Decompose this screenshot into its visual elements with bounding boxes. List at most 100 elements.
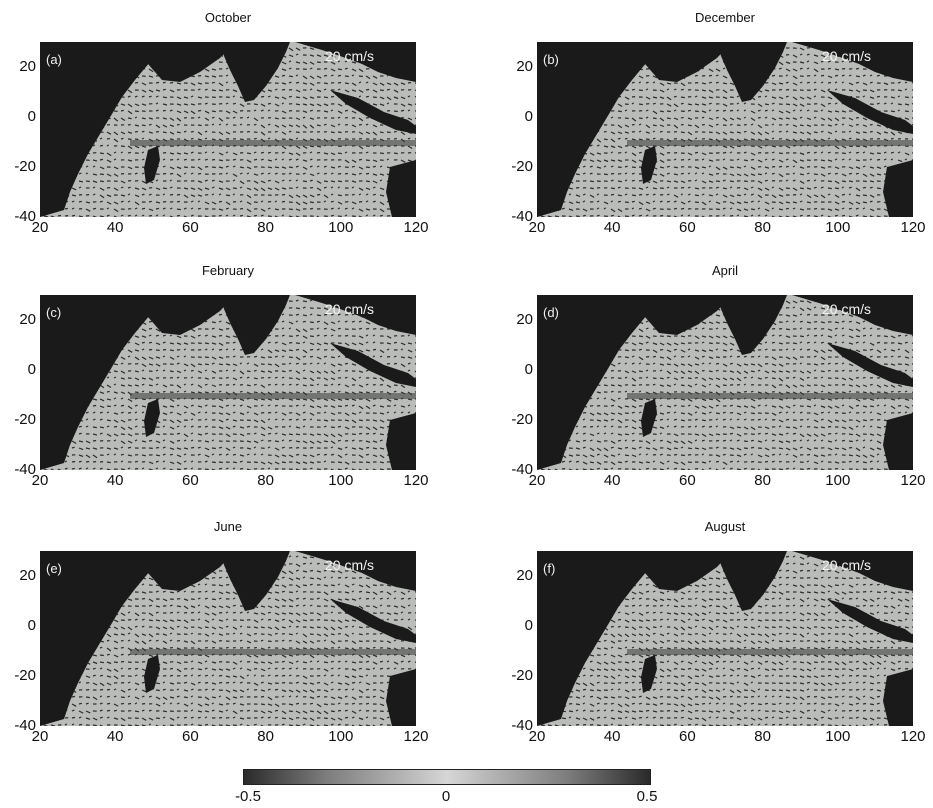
velocity-vector (183, 194, 189, 199)
velocity-vector (722, 363, 728, 367)
velocity-vector (400, 384, 406, 389)
velocity-vector (407, 398, 413, 401)
velocity-vector (813, 349, 819, 353)
velocity-vector (372, 334, 376, 337)
velocity-vector (225, 74, 229, 77)
velocity-vector (673, 103, 679, 108)
velocity-vector (792, 103, 798, 107)
velocity-vector (288, 81, 292, 84)
velocity-vector (617, 208, 623, 213)
velocity-vector (351, 74, 355, 77)
velocity-vector (197, 138, 202, 141)
velocity-vector (386, 411, 390, 414)
velocity-vector (344, 362, 349, 365)
velocity-vector (113, 412, 119, 415)
velocity-vector (127, 200, 131, 203)
velocity-vector (596, 207, 600, 210)
velocity-vector (771, 117, 777, 121)
velocity-vector (799, 109, 803, 112)
velocity-vector (694, 201, 699, 204)
velocity-vector (568, 201, 574, 205)
velocity-vector (799, 152, 805, 156)
velocity-vector (288, 75, 294, 78)
velocity-vector (92, 411, 96, 414)
velocity-vector (351, 447, 357, 450)
velocity-vector (274, 454, 280, 458)
velocity-vector (85, 467, 89, 470)
velocity-vector (771, 194, 777, 199)
velocity-vector (694, 335, 700, 340)
velocity-vector (183, 187, 189, 190)
velocity-vector (631, 398, 637, 402)
velocity-vector (309, 186, 314, 189)
velocity-vector (218, 467, 223, 470)
velocity-vector (351, 61, 357, 64)
velocity-vector (274, 383, 278, 386)
velocity-vector (162, 214, 166, 217)
velocity-vector (274, 349, 280, 352)
velocity-vector (610, 159, 616, 162)
velocity-vector (624, 109, 628, 112)
velocity-vector (351, 165, 355, 168)
velocity-vector (141, 151, 145, 154)
velocity-vector (708, 117, 714, 121)
velocity-vector (190, 137, 194, 140)
velocity-vector (253, 377, 258, 380)
velocity-vector (827, 180, 832, 183)
velocity-vector (694, 187, 700, 190)
velocity-vector (813, 95, 817, 98)
velocity-vector (204, 356, 209, 359)
velocity-vector (778, 363, 784, 367)
y-tick-label: 20 (19, 311, 36, 328)
velocity-vector (134, 342, 140, 346)
velocity-vector (820, 159, 826, 162)
velocity-vector (316, 187, 322, 192)
velocity-vector (281, 193, 286, 196)
velocity-vector (778, 165, 783, 168)
velocity-vector (71, 460, 76, 463)
velocity-vector (575, 201, 581, 204)
velocity-vector (568, 193, 572, 196)
velocity-vector (708, 81, 712, 84)
velocity-vector (162, 425, 166, 428)
velocity-vector (246, 440, 252, 443)
velocity-vector (792, 404, 796, 407)
velocity-vector (694, 405, 700, 409)
velocity-vector (638, 342, 644, 345)
velocity-vector (666, 405, 672, 408)
velocity-vector (330, 214, 335, 217)
velocity-vector (799, 341, 803, 344)
velocity-vector (897, 384, 903, 388)
velocity-vector (715, 60, 719, 63)
velocity-vector (652, 130, 656, 133)
velocity-vector (729, 138, 734, 141)
velocity-vector (736, 355, 741, 358)
velocity-vector (239, 412, 245, 416)
velocity-vector (57, 468, 62, 470)
velocity-vector (848, 207, 852, 210)
velocity-vector (148, 193, 152, 196)
velocity-vector (309, 412, 315, 416)
velocity-vector (365, 398, 371, 402)
velocity-vector (288, 138, 293, 141)
velocity-vector (617, 110, 622, 113)
velocity-vector (841, 369, 845, 372)
velocity-vector (260, 180, 266, 184)
velocity-vector (743, 215, 749, 217)
velocity-vector (848, 328, 854, 332)
velocity-vector (687, 109, 692, 112)
velocity-vector (827, 215, 832, 217)
velocity-vector (183, 363, 189, 367)
velocity-vector (225, 321, 231, 325)
velocity-vector (176, 200, 181, 203)
velocity-vector (855, 404, 860, 407)
velocity-vector (344, 89, 350, 93)
velocity-vector (386, 384, 392, 388)
velocity-vector (792, 54, 798, 58)
velocity-vector (127, 446, 132, 449)
x-tick-label: 20 (31, 472, 49, 489)
velocity-vector (386, 342, 392, 345)
velocity-vector (792, 68, 798, 72)
velocity-vector (596, 159, 602, 163)
velocity-vector (876, 187, 881, 190)
